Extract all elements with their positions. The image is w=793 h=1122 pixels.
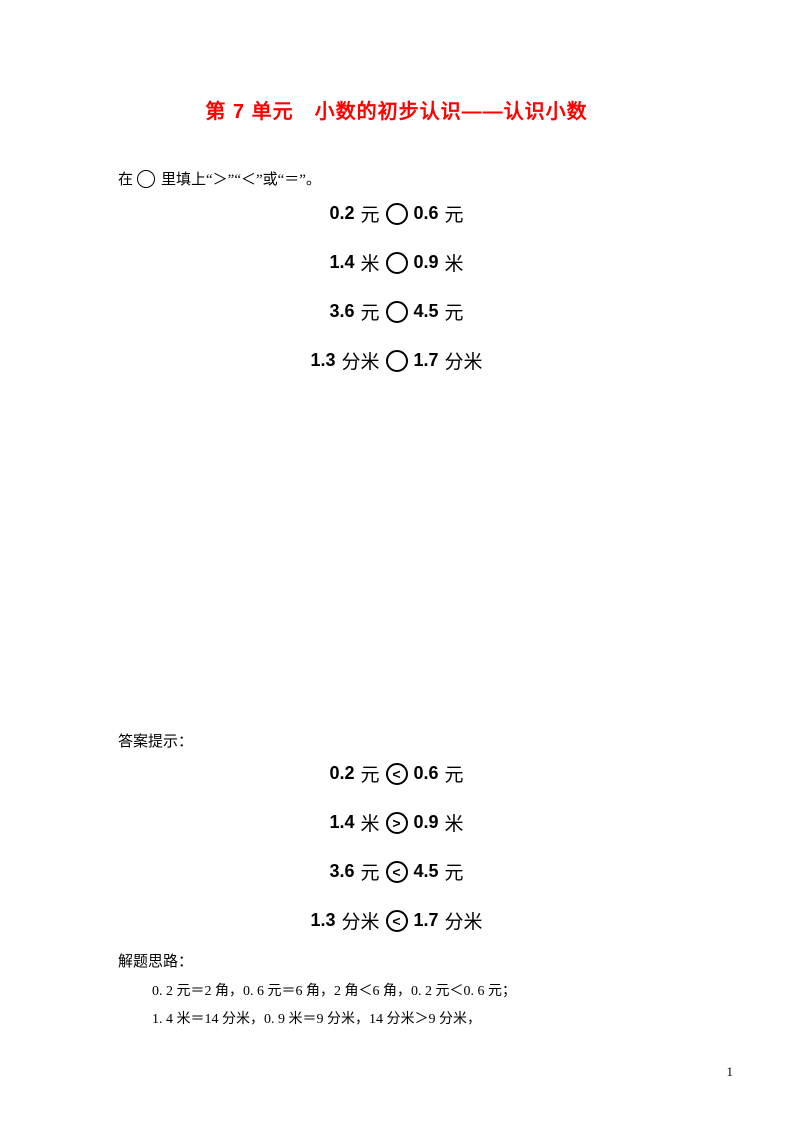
answer-right-value: 1.7 (414, 910, 439, 931)
answer-left-unit: 米 (360, 809, 379, 836)
answer-label: 答案提示： (118, 730, 193, 751)
answer-op: < (392, 914, 400, 928)
strategy-lines: 0. 2 元＝2 角，0. 6 元＝6 角，2 角＜6 角，0. 2 元＜0. … (152, 978, 516, 1034)
compare-circle-icon (386, 203, 408, 225)
strategy-label: 解题思路： (118, 950, 193, 971)
answer-right-value: 0.6 (414, 763, 439, 784)
answer-right-unit: 元 (445, 858, 464, 885)
compare-circle-icon (386, 350, 408, 372)
compare-circle-icon: > (386, 812, 408, 834)
blank-circle-icon (137, 170, 155, 188)
answer-list: 0.2 元 < 0.6 元 1.4 米 > 0.9 米 3.6 元 < 4.5 … (0, 760, 793, 934)
problem-row: 1.4 米 0.9 米 (329, 249, 463, 276)
problem-row: 1.3 分米 1.7 分米 (310, 347, 482, 374)
problem-left-value: 1.3 (310, 350, 335, 371)
answer-left-unit: 元 (360, 858, 379, 885)
problem-row: 3.6 元 4.5 元 (329, 298, 463, 325)
problem-left-value: 0.2 (329, 203, 354, 224)
problem-left-unit: 米 (360, 249, 379, 276)
problem-right-value: 0.9 (414, 252, 439, 273)
instruction-line: 在 里填上“＞”“＜”或“＝”。 (118, 168, 321, 189)
answer-op: > (392, 816, 400, 830)
problem-right-unit: 米 (445, 249, 464, 276)
unit-title: 第 7 单元 小数的初步认识——认识小数 (0, 95, 793, 124)
answer-right-unit: 元 (445, 760, 464, 787)
answer-left-unit: 分米 (341, 907, 379, 934)
problem-left-value: 3.6 (329, 301, 354, 322)
problem-left-unit: 元 (360, 200, 379, 227)
problem-right-unit: 元 (445, 200, 464, 227)
problem-row: 0.2 元 0.6 元 (329, 200, 463, 227)
instruction-pre: 在 (118, 168, 133, 189)
answer-left-value: 3.6 (329, 861, 354, 882)
answer-op: < (392, 865, 400, 879)
problem-left-value: 1.4 (329, 252, 354, 273)
instruction-post: 里填上“＞”“＜”或“＝”。 (161, 168, 321, 189)
answer-row: 3.6 元 < 4.5 元 (329, 858, 463, 885)
answer-right-unit: 米 (445, 809, 464, 836)
compare-circle-icon: < (386, 861, 408, 883)
strategy-line: 0. 2 元＝2 角，0. 6 元＝6 角，2 角＜6 角，0. 2 元＜0. … (152, 978, 516, 1006)
strategy-line: 1. 4 米＝14 分米，0. 9 米＝9 分米，14 分米＞9 分米， (152, 1006, 516, 1034)
problem-right-value: 4.5 (414, 301, 439, 322)
problem-right-unit: 元 (445, 298, 464, 325)
problem-left-unit: 分米 (341, 347, 379, 374)
compare-circle-icon (386, 301, 408, 323)
compare-circle-icon: < (386, 763, 408, 785)
problem-right-unit: 分米 (445, 347, 483, 374)
answer-right-value: 0.9 (414, 812, 439, 833)
problem-right-value: 0.6 (414, 203, 439, 224)
answer-right-value: 4.5 (414, 861, 439, 882)
compare-circle-icon (386, 252, 408, 274)
problem-right-value: 1.7 (414, 350, 439, 371)
answer-left-value: 1.4 (329, 812, 354, 833)
answer-op: < (392, 767, 400, 781)
page-number: 1 (727, 1064, 734, 1080)
answer-right-unit: 分米 (445, 907, 483, 934)
problem-list: 0.2 元 0.6 元 1.4 米 0.9 米 3.6 元 4.5 元 1.3 … (0, 200, 793, 374)
answer-left-value: 1.3 (310, 910, 335, 931)
answer-row: 1.3 分米 < 1.7 分米 (310, 907, 482, 934)
answer-row: 0.2 元 < 0.6 元 (329, 760, 463, 787)
answer-row: 1.4 米 > 0.9 米 (329, 809, 463, 836)
compare-circle-icon: < (386, 910, 408, 932)
page: 第 7 单元 小数的初步认识——认识小数 在 里填上“＞”“＜”或“＝”。 0.… (0, 0, 793, 1122)
answer-left-value: 0.2 (329, 763, 354, 784)
answer-left-unit: 元 (360, 760, 379, 787)
problem-left-unit: 元 (360, 298, 379, 325)
